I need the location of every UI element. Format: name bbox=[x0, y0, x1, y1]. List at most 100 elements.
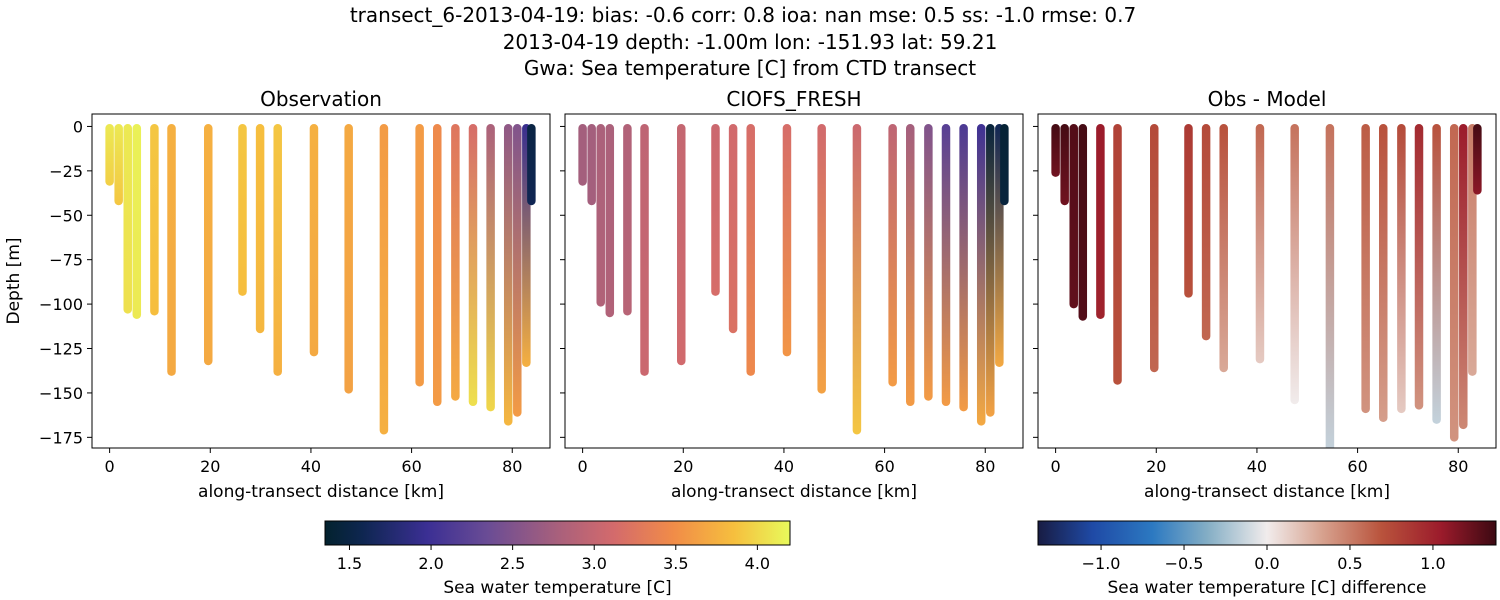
x-tick-label: 40 bbox=[301, 457, 321, 476]
cast-13 bbox=[852, 123, 862, 435]
x-axis-label: along-transect distance [km] bbox=[198, 482, 444, 502]
cast-17 bbox=[941, 123, 951, 407]
cast-16 bbox=[924, 123, 933, 401]
y-tick-label: −125 bbox=[39, 340, 83, 359]
cast-6 bbox=[640, 123, 649, 376]
colorbar-tick-label: 4.0 bbox=[745, 554, 770, 573]
colorbar-tick-label: 1.5 bbox=[337, 554, 362, 573]
cast-19 bbox=[503, 123, 513, 426]
x-tick-label: 80 bbox=[975, 457, 995, 476]
cast-19 bbox=[1449, 123, 1459, 442]
title-line-2: 2013-04-19 depth: -1.00m lon: -151.93 la… bbox=[503, 30, 998, 54]
title-line-3: Gwa: Sea temperature [C] from CTD transe… bbox=[524, 56, 976, 80]
cast-14 bbox=[1361, 123, 1370, 414]
cast-20 bbox=[1459, 123, 1468, 430]
cast-16 bbox=[451, 123, 460, 401]
x-tick-label: 40 bbox=[1247, 457, 1267, 476]
colorbar-tick-label: 0.0 bbox=[1254, 554, 1279, 573]
axes-frame bbox=[1037, 113, 1497, 449]
cast-2 bbox=[1060, 123, 1069, 206]
panel-title: Observation bbox=[260, 87, 382, 111]
y-tick-label: −175 bbox=[39, 428, 83, 447]
cast-22 bbox=[1000, 123, 1009, 206]
x-tick-label: 40 bbox=[774, 457, 794, 476]
x-tick-label: 0 bbox=[578, 457, 588, 476]
cast-10 bbox=[273, 123, 282, 376]
panel-2: 0 20 40 60 80 CIOFS_FRESH along-transect dista… bbox=[560, 87, 1024, 502]
cast-18 bbox=[1432, 123, 1441, 424]
cast-10 bbox=[1219, 123, 1228, 373]
colorbar-tick-label: −0.5 bbox=[1165, 554, 1204, 573]
cast-11 bbox=[1255, 123, 1265, 364]
cast-7 bbox=[677, 123, 686, 366]
cast-6 bbox=[1113, 123, 1122, 385]
figure-title: transect_6-2013-04-19: bias: -0.6 corr: … bbox=[350, 3, 1136, 80]
cast-12 bbox=[817, 123, 826, 394]
colorbar-frame bbox=[324, 520, 791, 546]
cast-20 bbox=[513, 123, 522, 417]
cast-4 bbox=[1078, 123, 1088, 321]
cast-8 bbox=[1184, 123, 1193, 298]
x-tick-label: 20 bbox=[1146, 457, 1166, 476]
cast-11 bbox=[782, 123, 792, 357]
panel-title: CIOFS_FRESH bbox=[726, 87, 861, 111]
cast-1 bbox=[1051, 123, 1060, 177]
axes-frame bbox=[564, 113, 1024, 449]
title-line-1: transect_6-2013-04-19: bias: -0.6 corr: … bbox=[350, 3, 1136, 27]
panel-title: Obs - Model bbox=[1208, 87, 1327, 111]
cast-7 bbox=[204, 123, 213, 366]
cast-9 bbox=[728, 123, 738, 334]
colorbar-tick-label: 2.0 bbox=[418, 554, 443, 573]
cast-5 bbox=[623, 123, 632, 316]
cast-18 bbox=[959, 123, 968, 412]
y-tick-label: 0 bbox=[73, 117, 83, 136]
cast-1 bbox=[578, 123, 587, 186]
cast-14 bbox=[888, 123, 897, 387]
cast-2 bbox=[114, 123, 123, 206]
colorbar-tick-label: 1.0 bbox=[1420, 554, 1445, 573]
cast-13 bbox=[379, 123, 389, 435]
cast-5 bbox=[150, 123, 159, 316]
cast-11 bbox=[309, 123, 319, 357]
cast-5 bbox=[1096, 123, 1105, 320]
colorbar-label: Sea water temperature [C] difference bbox=[1107, 578, 1426, 598]
cast-19 bbox=[976, 123, 986, 426]
cast-22 bbox=[1473, 123, 1482, 195]
cast-2 bbox=[587, 123, 596, 206]
colorbar-2: −1.0 −0.5 0.0 0.5 1.0 Sea water temperature [… bbox=[1037, 520, 1497, 598]
colorbar-1: 1.5 2.0 2.5 3.0 3.5 4.0 Sea water temperature … bbox=[324, 520, 791, 598]
x-tick-label: 60 bbox=[1347, 457, 1367, 476]
cast-12 bbox=[1290, 123, 1299, 405]
cast-4 bbox=[132, 123, 142, 320]
x-tick-label: 80 bbox=[502, 457, 522, 476]
cast-3 bbox=[596, 123, 605, 307]
colorbar-tick-label: −1.0 bbox=[1082, 554, 1121, 573]
y-tick-label: −150 bbox=[39, 384, 83, 403]
cast-6 bbox=[167, 123, 176, 376]
colorbar-tick-label: 0.5 bbox=[1337, 554, 1362, 573]
cast-17 bbox=[468, 123, 478, 407]
y-tick-label: −50 bbox=[49, 206, 83, 225]
colorbar-label: Sea water temperature [C] bbox=[443, 578, 671, 598]
x-tick-label: 0 bbox=[105, 457, 115, 476]
x-tick-label: 80 bbox=[1448, 457, 1468, 476]
cast-18 bbox=[486, 123, 495, 412]
panel-1: 0 20 40 60 80 0 −25 −50 −75 −100 −125 −150 −175 Obser… bbox=[4, 87, 551, 502]
colorbar-ramp bbox=[1038, 521, 1496, 545]
axes-frame bbox=[91, 113, 551, 449]
cast-8 bbox=[711, 123, 720, 296]
cast-10 bbox=[746, 123, 755, 376]
x-tick-label: 60 bbox=[401, 457, 421, 476]
colorbar-tick-label: 3.0 bbox=[581, 554, 606, 573]
cast-7 bbox=[1150, 123, 1159, 373]
cast-15 bbox=[433, 123, 442, 407]
cast-12 bbox=[344, 123, 353, 394]
colorbar-ramp bbox=[325, 521, 790, 545]
cast-3 bbox=[123, 123, 132, 314]
cast-22 bbox=[527, 123, 536, 206]
cast-8 bbox=[238, 123, 247, 296]
y-tick-label: −25 bbox=[49, 162, 83, 181]
cast-marks bbox=[105, 123, 536, 435]
